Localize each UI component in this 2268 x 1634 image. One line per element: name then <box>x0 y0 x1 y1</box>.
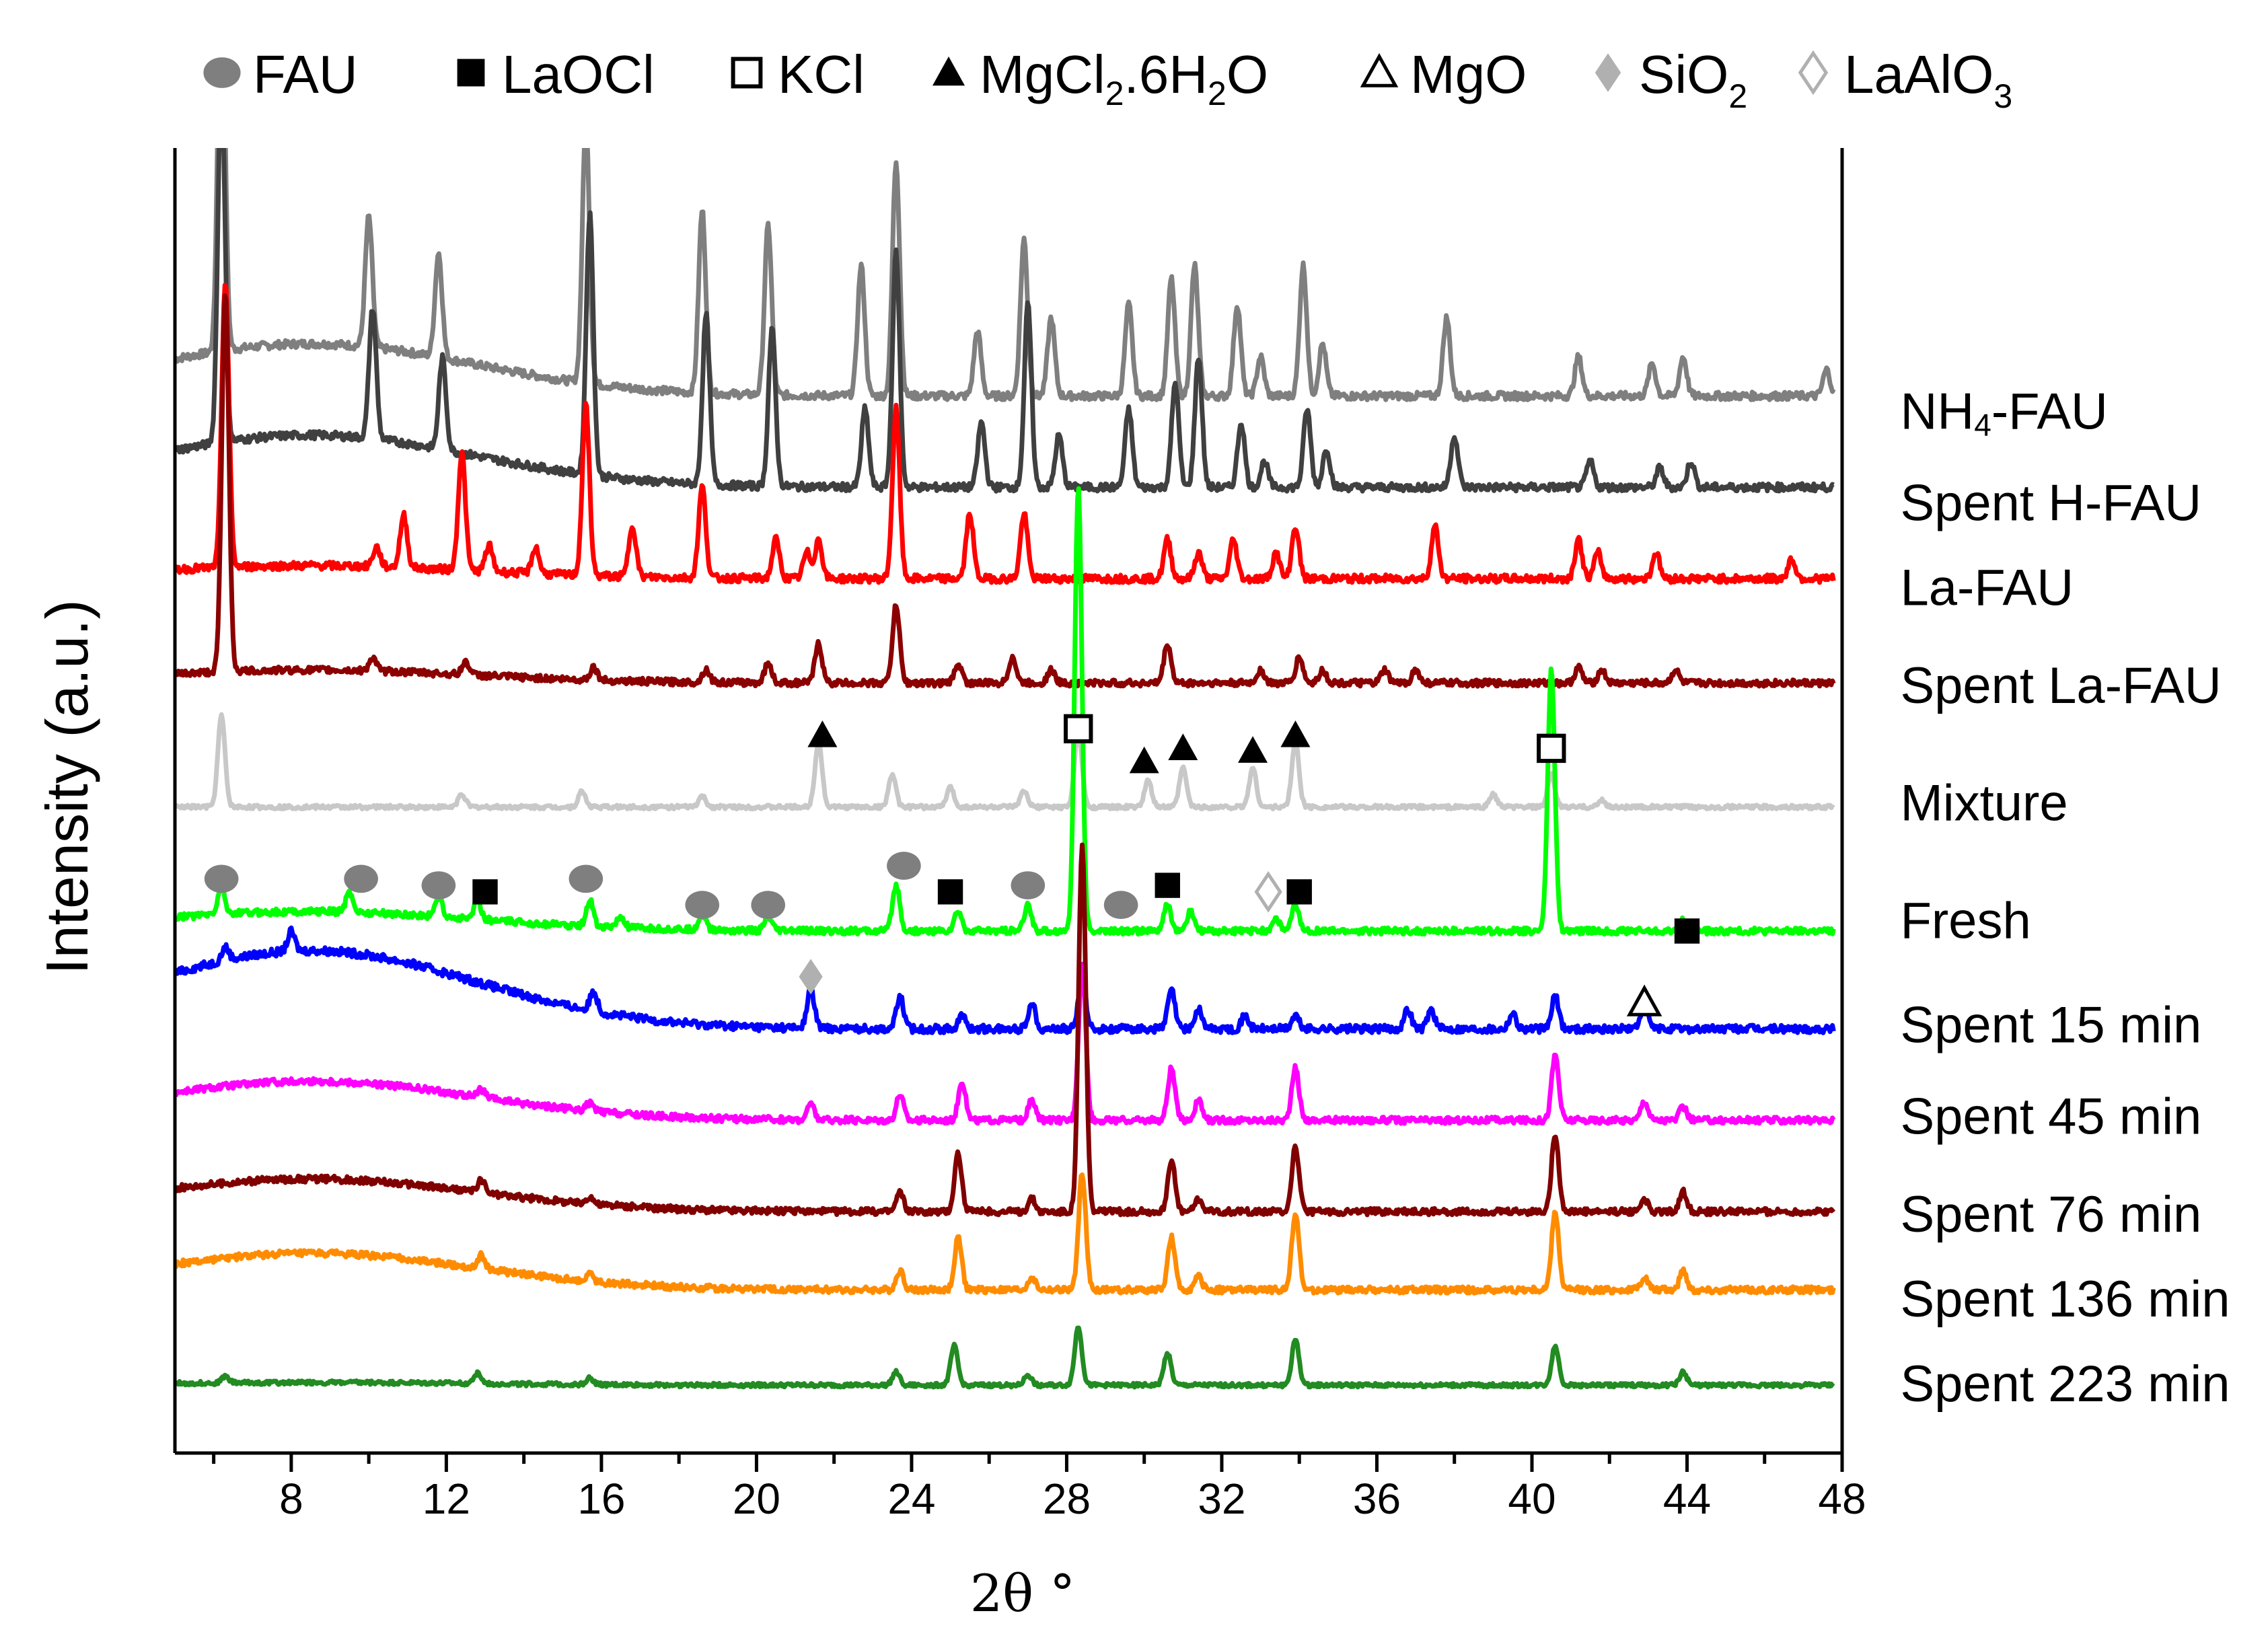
curve-label-fresh: Fresh <box>1900 892 2031 949</box>
phase-annotations <box>204 714 1700 1016</box>
curve-labels: NH4-FAU Spent H-FAU La-FAU Spent La-FAU Mixt… <box>1900 383 2230 1413</box>
legend-label-mgo: MgO <box>1410 44 1527 104</box>
marker-fau-7 <box>204 864 239 893</box>
legend-marker-laocl <box>457 59 485 87</box>
series-spent-136-min <box>175 1172 1836 1296</box>
legend-marker-sio2 <box>1595 53 1621 92</box>
series-nh4-fau <box>175 148 1836 402</box>
marker-fau-12 <box>685 891 720 920</box>
series-mixture <box>175 712 1835 812</box>
x-tick-label-48: 48 <box>1818 1475 1866 1523</box>
curve-label-spent-223-min: Spent 223 min <box>1900 1356 2230 1413</box>
marker-kcl-6 <box>1537 733 1566 764</box>
marker-mgo-23 <box>1626 984 1662 1016</box>
x-tick-label-12: 12 <box>423 1475 470 1523</box>
x-tick-label-16: 16 <box>577 1475 625 1523</box>
legend-marker-mgo <box>1360 52 1399 87</box>
marker-laocl-10 <box>472 879 498 905</box>
legend-marker-kcl <box>731 57 763 89</box>
x-tick-label-32: 32 <box>1198 1475 1245 1523</box>
curve-label-spent-la-fau: Spent La-FAU <box>1900 657 2221 714</box>
curve-label-spent-136-min: Spent 136 min <box>1900 1271 2230 1328</box>
marker-laalo3-19 <box>1254 870 1282 913</box>
legend-label-laocl: LaOCl <box>502 44 655 104</box>
marker-mgcl2-6h2o-2 <box>1129 746 1159 774</box>
x-tick-label-36: 36 <box>1353 1475 1401 1523</box>
curve-label-nh4-fau: NH4-FAU <box>1900 383 2108 443</box>
legend-label-sio2: SiO2 <box>1639 44 1747 115</box>
marker-laocl-18 <box>1155 872 1180 898</box>
series-spent-76-min <box>175 842 1836 1218</box>
legend: FAU LaOCl KCl MgCl2.6H2O MgO SiO2 LaAlO3 <box>203 44 2012 115</box>
marker-fau-17 <box>1103 891 1138 920</box>
marker-mgcl2-6h2o-0 <box>807 720 838 747</box>
series-spent-h-fau <box>175 148 1835 494</box>
y-axis-label: Intensity (a.u.) <box>34 599 100 975</box>
x-tick-label-8: 8 <box>279 1475 303 1523</box>
marker-mgcl2-6h2o-5 <box>1280 720 1311 747</box>
legend-label-laalo3: LaAlO3 <box>1844 44 2012 115</box>
series-spent-45-min <box>175 961 1836 1126</box>
marker-fau-9 <box>421 871 456 899</box>
marker-fau-14 <box>887 852 921 880</box>
marker-laocl-15 <box>937 879 963 905</box>
x-tick-label-40: 40 <box>1508 1475 1556 1523</box>
legend-marker-fau <box>203 57 241 88</box>
curve-label-spent-45-min: Spent 45 min <box>1900 1088 2201 1145</box>
series-spent-15-min <box>175 925 1836 1035</box>
axes: 8 12 16 20 24 28 32 36 40 44 48 <box>173 148 1866 1523</box>
marker-kcl-1 <box>1064 714 1093 743</box>
curve-label-spent-76-min: Spent 76 min <box>1900 1186 2201 1243</box>
series-spent-223-min <box>175 1325 1835 1390</box>
legend-label-kcl: KCl <box>778 44 865 104</box>
marker-laocl-20 <box>1286 879 1312 905</box>
curves <box>175 148 1836 1390</box>
x-axis-label: 2θ ° <box>970 1563 1075 1623</box>
marker-mgcl2-6h2o-4 <box>1238 736 1268 763</box>
marker-fau-11 <box>569 864 603 893</box>
curve-label-spent-h-fau: Spent H-FAU <box>1900 475 2201 532</box>
marker-sio2-22 <box>799 959 823 995</box>
marker-laocl-21 <box>1674 918 1700 944</box>
series-la-fau <box>175 283 1836 585</box>
marker-mgcl2-6h2o-3 <box>1168 733 1198 760</box>
series-fresh <box>175 486 1836 937</box>
legend-marker-mgcl2-6h2o <box>932 57 965 86</box>
marker-fau-16 <box>1011 871 1046 899</box>
x-tick-label-28: 28 <box>1043 1475 1091 1523</box>
curve-label-spent-15-min: Spent 15 min <box>1900 997 2201 1054</box>
curve-label-la-fau: La-FAU <box>1900 560 2074 617</box>
x-tick-label-44: 44 <box>1663 1475 1711 1523</box>
marker-fau-8 <box>344 864 378 893</box>
series-spent-la-fau <box>175 293 1836 689</box>
x-tick-label-20: 20 <box>733 1475 780 1523</box>
marker-fau-13 <box>751 891 786 920</box>
legend-label-fau: FAU <box>253 44 358 104</box>
legend-marker-laalo3 <box>1798 50 1829 96</box>
legend-label-mgcl2-6h2o: MgCl2.6H2O <box>980 44 1268 112</box>
x-tick-label-24: 24 <box>887 1475 935 1523</box>
curve-label-mixture: Mixture <box>1900 775 2068 832</box>
